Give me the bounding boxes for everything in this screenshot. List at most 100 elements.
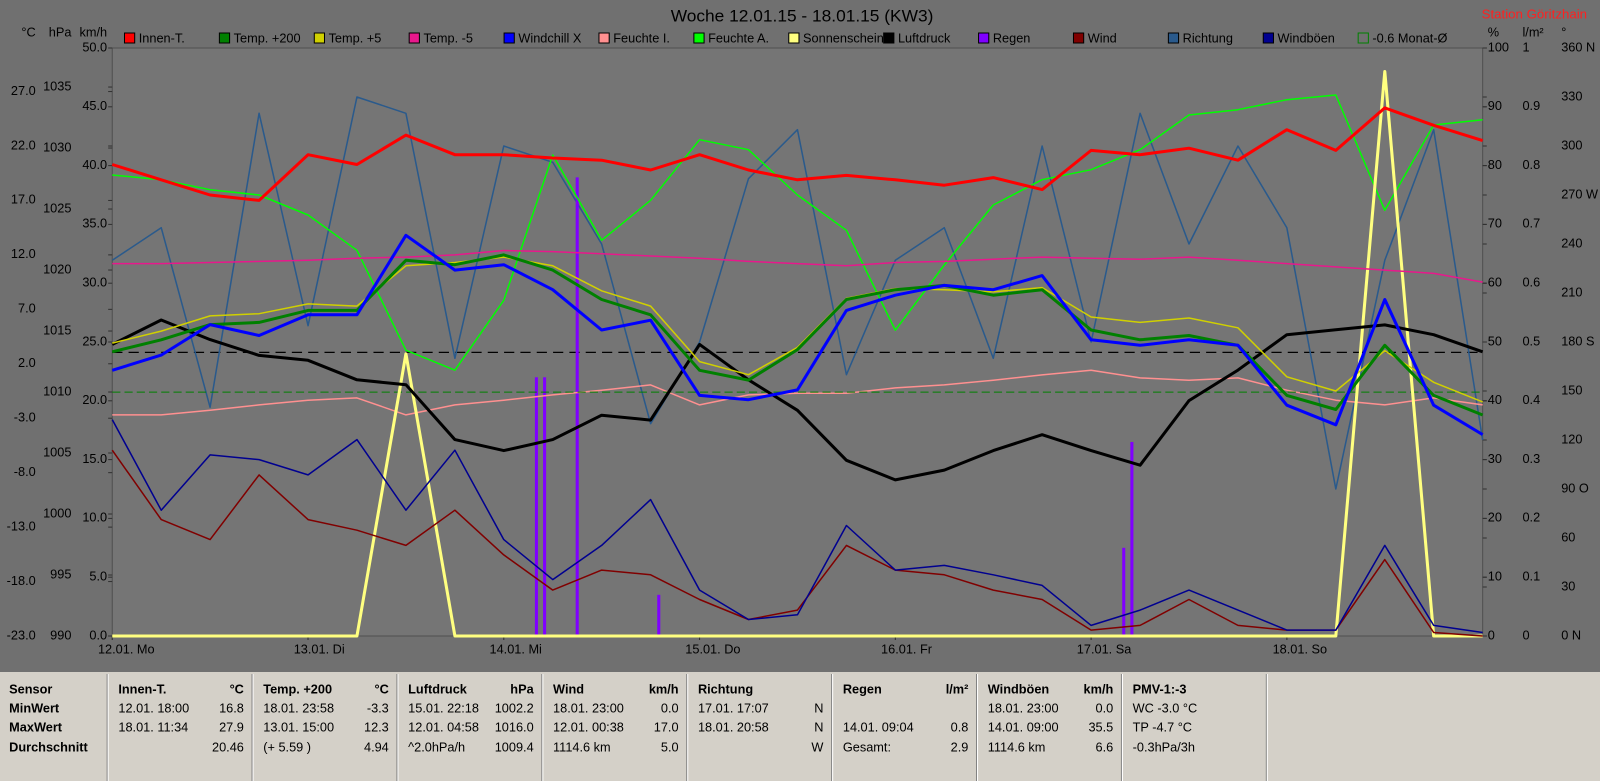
rain-bar [534,377,538,636]
legend-label: -0.6 Monat-Ø [1372,31,1447,45]
table-header: Wind [553,682,584,696]
table-header: PMV-1:-3 [1133,682,1187,696]
y-tick-label: 100 [1488,40,1509,54]
legend-swatch [1357,32,1369,44]
legend-label: Feuchte I. [613,31,670,45]
y-tick-label: 30.0 [82,276,107,290]
y-tick-label: 30 [1561,579,1575,593]
table-header: Sensor [9,682,52,696]
y-tick-label: 1015 [43,323,71,337]
legend-label: Temp. -5 [423,31,473,45]
table-cell: N [814,701,823,715]
y-tick-label: 90 [1488,99,1502,113]
series-line [111,253,1484,417]
x-tick-label: 14.01. Mi [490,642,542,656]
y-tick-label: 50 [1488,334,1502,348]
x-tick-label: 16.01. Fr [881,642,932,656]
y-tick-label: 995 [50,567,71,581]
table-cell: 2.9 [951,740,969,754]
table-cell: N [814,720,823,734]
table-cell: 17.0 [654,720,679,734]
table-cell: 27.9 [219,720,244,734]
table-cell: 13.01. 15:00 [263,720,334,734]
table-cell: 18.01. 23:00 [988,701,1059,715]
y-tick-label: 0 N [1561,628,1581,642]
y-tick-label: 20.0 [82,393,107,407]
table-cell: 1016.0 [495,720,534,734]
y-tick-label: 180 S [1561,334,1594,348]
axis-title: hPa [49,25,73,39]
y-tick-label: -3.0 [14,411,36,425]
table-cell: -0.3hPa/3h [1133,740,1195,754]
y-tick-label: 0.7 [1522,217,1540,231]
series-line [112,249,1483,283]
table-cell: 0.0 [1096,701,1114,715]
y-tick-label: 0.2 [1522,511,1540,525]
y-tick-label: 1030 [43,140,71,154]
y-tick-label: -23.0 [7,628,36,642]
legend-swatch [978,32,990,44]
table-cell: 15.01. 22:18 [408,701,479,715]
axis-title: ° [1561,25,1566,39]
y-tick-label: 0.8 [1522,158,1540,172]
table-header: Windböen [988,682,1049,696]
series-line [111,419,1483,634]
y-tick-label: 360 N [1561,40,1595,54]
table-cell: 18.01. 23:00 [553,701,624,715]
y-tick-label: 40 [1488,393,1502,407]
table-cell: Gesamt: [843,740,891,754]
legend-label: Regen [993,31,1031,45]
y-tick-label: 0.5 [1522,334,1540,348]
y-tick-label: 240 [1561,236,1582,250]
legend-swatch [693,32,705,44]
table-cell: 35.5 [1088,720,1113,734]
legend-swatch [123,32,136,44]
y-tick-label: 45.0 [82,99,107,113]
y-tick-label: 60 [1488,276,1502,290]
y-tick-label: 40.0 [82,158,107,172]
y-tick-label: -18.0 [7,574,36,588]
table-cell: 20.46 [212,740,244,754]
table-cell: 0.8 [951,720,969,734]
y-tick-label: 2.0 [18,356,36,370]
series-line [112,256,1483,403]
legend-label: Luftdruck [898,31,951,45]
legend-swatch [503,32,515,44]
series-line [112,94,1483,371]
table-cell: 18.01. 20:58 [698,720,769,734]
y-tick-label: 1010 [43,384,71,398]
y-tick-label: 210 [1561,285,1582,299]
series-line [111,96,1484,490]
table-cell: 12.3 [364,720,389,734]
series-line [111,106,1484,202]
y-tick-label: 0 [1488,628,1495,642]
table-cell: 1009.4 [495,740,534,754]
series-line [112,369,1483,416]
table-cell: 4.94 [364,740,389,754]
table-cell: 14.01. 09:04 [843,720,914,734]
table-cell: 17.01. 17:07 [698,701,769,715]
y-tick-label: -8.0 [14,465,36,479]
y-tick-label: 1020 [43,262,71,276]
table-header: Temp. +200 [263,682,332,696]
table-cell: -3.3 [367,701,389,715]
y-tick-label: 50.0 [82,40,107,54]
y-tick-label: 10 [1488,570,1502,584]
series-line [111,449,1483,637]
legend-label: Wind [1088,31,1117,45]
axis-title: % [1488,25,1499,39]
table-header: Innen-T. [118,682,166,696]
y-tick-label: 25.0 [82,334,107,348]
table-header: Richtung [698,682,753,696]
station-label: Station Göritzhain [1482,7,1587,22]
y-tick-label: 7.0 [18,302,36,316]
rain-bar [543,377,547,636]
y-tick-label: 17.0 [11,193,36,207]
x-tick-label: 17.01. Sa [1077,642,1133,656]
rain-bar [575,177,579,637]
y-tick-label: 0.1 [1522,570,1540,584]
legend-label: Temp. +200 [234,31,301,45]
legend-label: Windchill X [518,31,582,45]
y-tick-label: 80 [1488,158,1502,172]
